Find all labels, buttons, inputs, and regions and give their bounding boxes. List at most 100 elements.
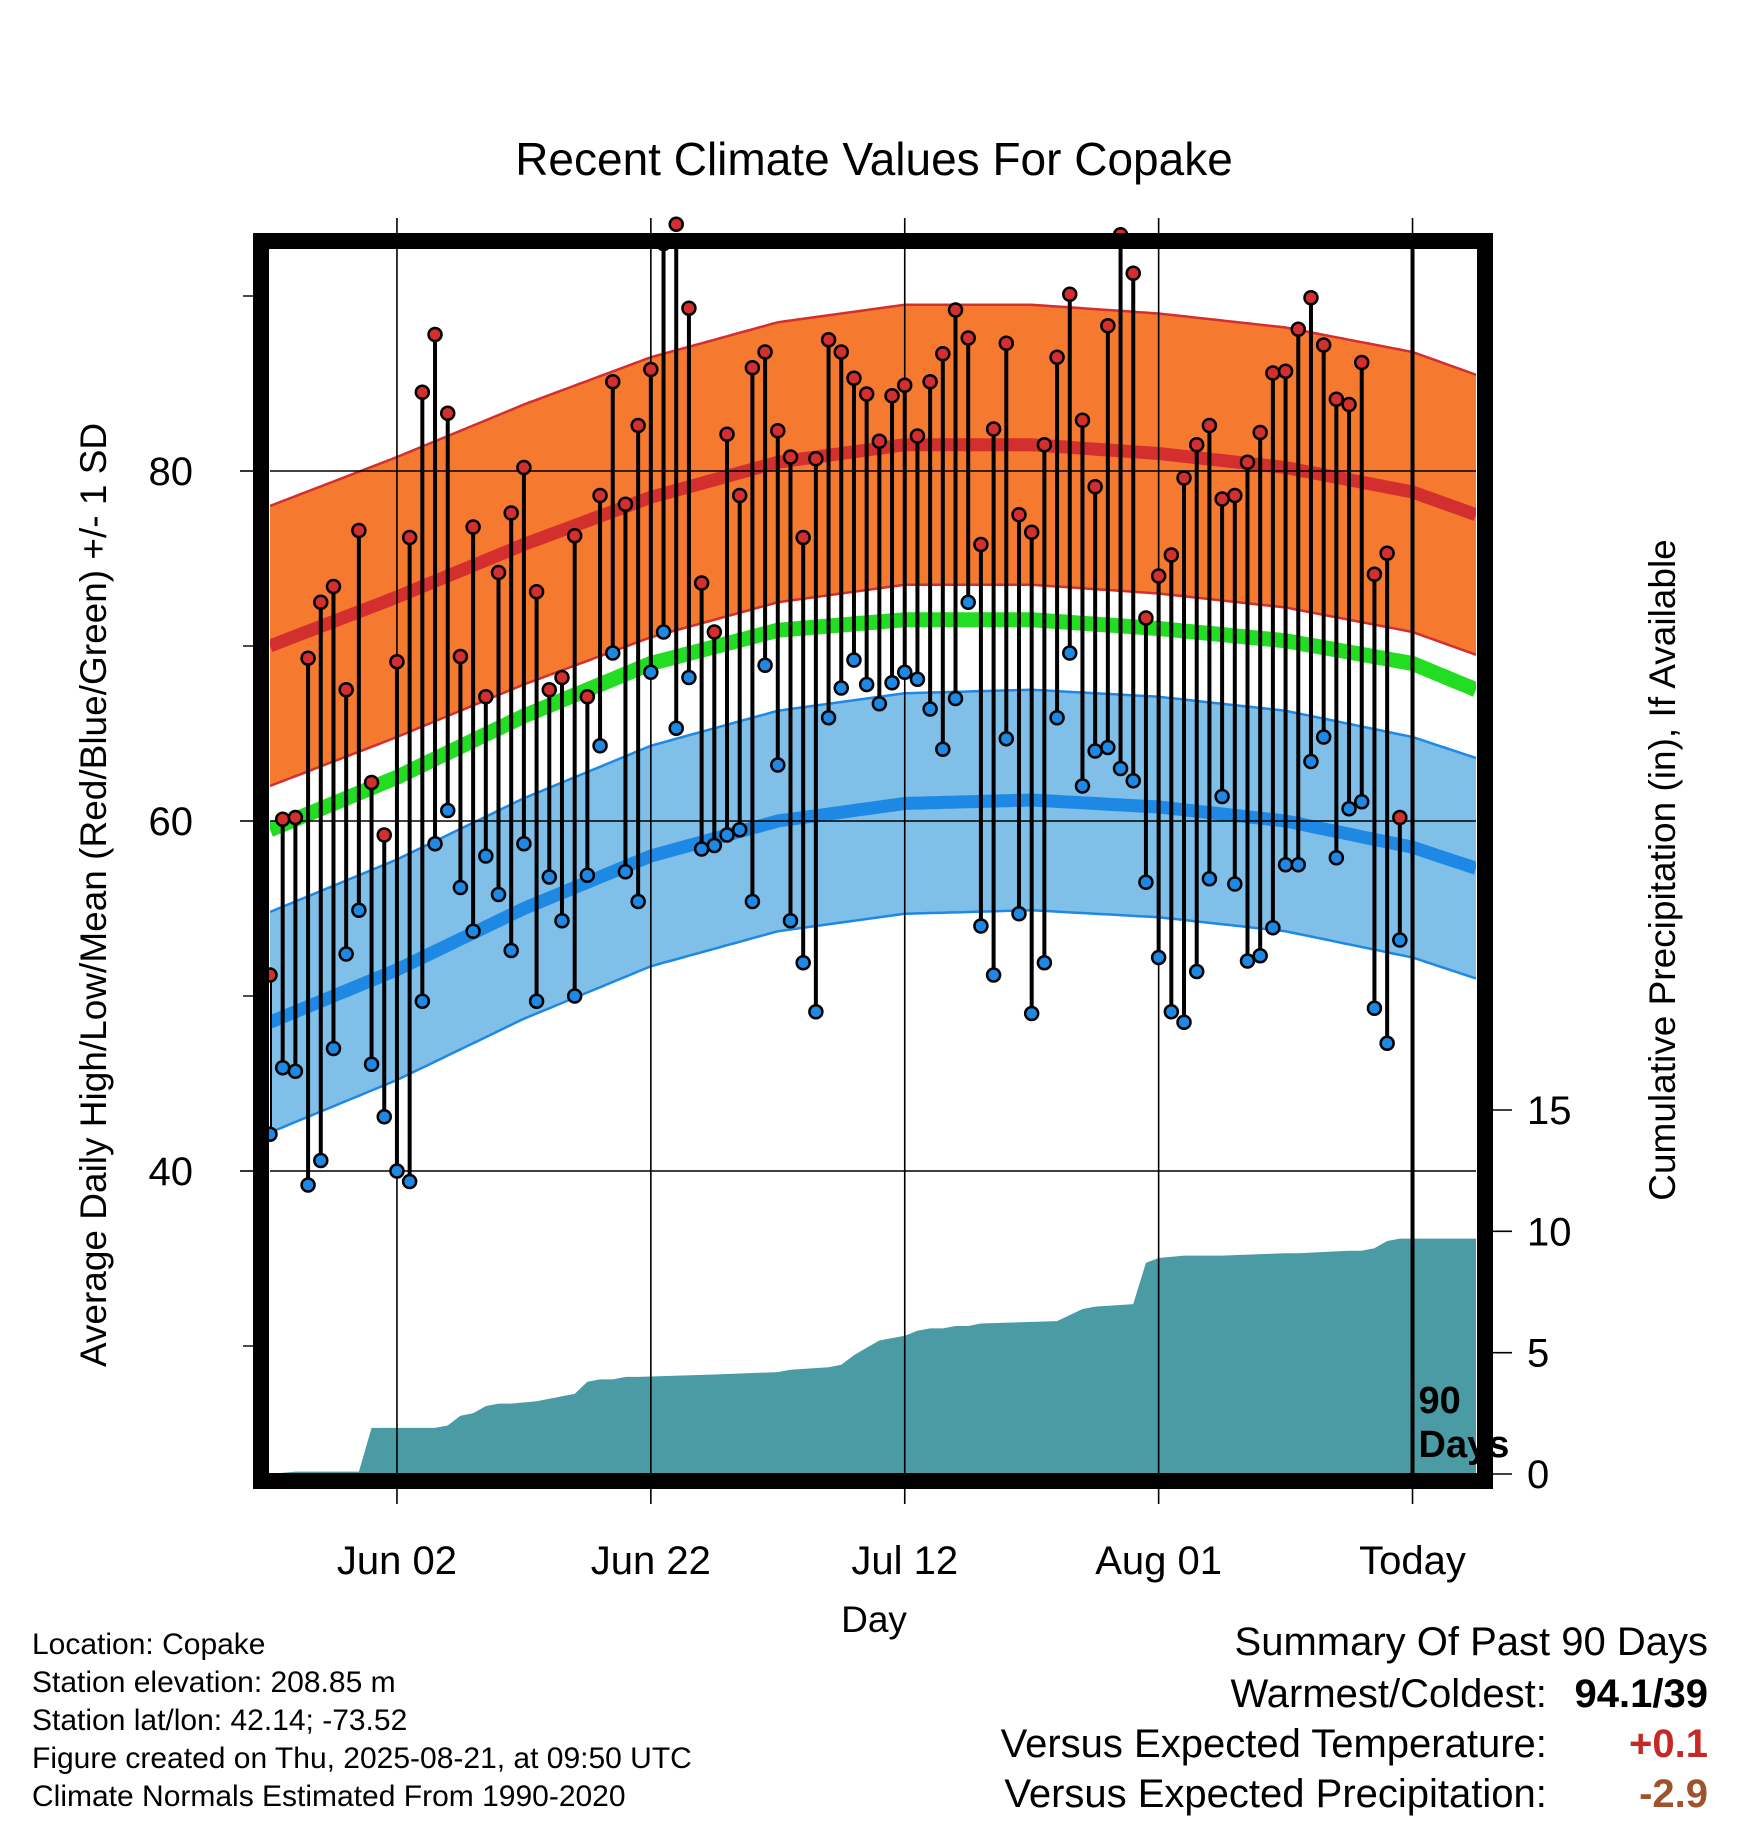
low-point xyxy=(338,946,354,962)
high-sd-upper-edge xyxy=(270,303,1476,508)
high-point xyxy=(731,487,748,504)
low-point xyxy=(516,836,532,852)
high-sd-lower-edge xyxy=(270,583,1476,788)
high-point xyxy=(287,809,304,826)
precip-value: -2.9 xyxy=(1639,1772,1708,1816)
precip-label: Versus Expected Precipitation: xyxy=(1004,1772,1547,1816)
high-point xyxy=(1303,290,1319,306)
high-point xyxy=(1239,454,1256,470)
y-right-tick-label: 15 xyxy=(1527,1089,1572,1133)
low-point xyxy=(1062,645,1078,661)
high-point xyxy=(313,594,329,610)
high-point xyxy=(808,451,824,467)
low-point xyxy=(896,664,913,680)
low-point xyxy=(1315,729,1332,745)
low-point xyxy=(1125,773,1141,789)
low-point xyxy=(1087,743,1103,759)
chart-title: Recent Climate Values For Copake xyxy=(515,133,1233,185)
low-point xyxy=(439,802,456,819)
high-point xyxy=(985,421,1002,437)
low-point xyxy=(1023,1005,1040,1022)
high-point xyxy=(1392,809,1408,826)
low-point xyxy=(1227,876,1243,892)
high-point xyxy=(325,578,342,595)
high-point xyxy=(427,326,443,343)
plot-frame xyxy=(253,233,1493,1489)
low-point xyxy=(452,879,469,896)
summary-heading: Summary Of Past 90 Days xyxy=(1234,1620,1708,1664)
normal-mean-line xyxy=(270,612,1476,837)
high-point xyxy=(770,423,786,439)
low-point xyxy=(820,710,837,726)
normals-period-text: Climate Normals Estimated From 1990-2020 xyxy=(32,1780,626,1813)
high-point xyxy=(516,459,532,476)
high-point xyxy=(1138,610,1154,626)
low-point xyxy=(617,864,634,880)
high-point xyxy=(465,519,481,535)
high-point xyxy=(300,650,316,666)
today-label-line: Days xyxy=(1419,1424,1510,1466)
low-point xyxy=(782,913,799,929)
high-point xyxy=(541,682,558,698)
high-point xyxy=(706,624,723,640)
high-point xyxy=(363,774,380,791)
high-point xyxy=(1150,568,1167,584)
high-point xyxy=(858,386,875,402)
high-point xyxy=(630,417,646,434)
high-point xyxy=(503,505,519,521)
y-right-tick-label: 5 xyxy=(1527,1332,1549,1376)
high-point xyxy=(1265,365,1281,381)
low-point xyxy=(1265,920,1281,936)
high-point xyxy=(1125,265,1141,281)
low-point xyxy=(846,652,862,668)
low-point xyxy=(1341,801,1357,817)
summary-precipitation: Versus Expected Precipitation: -2.9 xyxy=(1004,1772,1708,1817)
y-left-tick-label: 60 xyxy=(149,800,194,844)
low-point xyxy=(1239,953,1256,969)
low-point xyxy=(389,1163,405,1179)
elevation-text: Station elevation: 208.85 m xyxy=(32,1666,396,1699)
low-point xyxy=(947,690,964,707)
low-point xyxy=(363,1056,380,1072)
high-point xyxy=(1315,337,1332,353)
y-axis-label-right: Cumulative Precipitation (in), If Availa… xyxy=(1642,539,1683,1201)
high-point xyxy=(884,388,900,404)
low-point xyxy=(592,738,608,754)
low-point xyxy=(960,594,976,610)
low-point xyxy=(566,988,583,1004)
x-tick-label: Jun 02 xyxy=(337,1539,457,1583)
created-text: Figure created on Thu, 2025-08-21, at 09… xyxy=(32,1742,692,1775)
precip-area xyxy=(270,1238,1476,1474)
high-point xyxy=(896,377,913,393)
high-point xyxy=(439,405,456,421)
latlon-text: Station lat/lon: 42.14; -73.52 xyxy=(32,1704,408,1737)
low-point xyxy=(770,757,786,773)
low-point xyxy=(693,841,710,857)
low-point xyxy=(1328,850,1345,866)
footer-info: Location: Copake Station elevation: 208.… xyxy=(32,1626,692,1816)
low-point xyxy=(706,837,723,854)
y-right-tick-label: 0 xyxy=(1527,1453,1549,1497)
high-point xyxy=(947,302,964,318)
high-point xyxy=(1290,321,1307,337)
high-point xyxy=(1087,479,1103,495)
high-point xyxy=(1353,354,1370,371)
y-right-tick-label: 10 xyxy=(1527,1210,1572,1254)
high-point xyxy=(719,426,735,442)
low-point xyxy=(655,624,672,640)
high-point xyxy=(274,811,291,827)
high-point xyxy=(973,536,989,553)
high-point xyxy=(1049,349,1065,365)
high-point xyxy=(744,360,761,376)
low-point xyxy=(744,893,761,910)
high-point xyxy=(1341,396,1357,413)
low-sd-upper-edge xyxy=(270,688,1476,914)
low-point xyxy=(719,827,735,843)
high-point xyxy=(922,374,938,390)
low-point xyxy=(1214,788,1230,805)
low-point xyxy=(731,822,748,838)
high-point xyxy=(1379,545,1395,561)
high-point xyxy=(1100,318,1116,334)
high-point xyxy=(643,361,659,378)
high-point xyxy=(782,449,799,465)
